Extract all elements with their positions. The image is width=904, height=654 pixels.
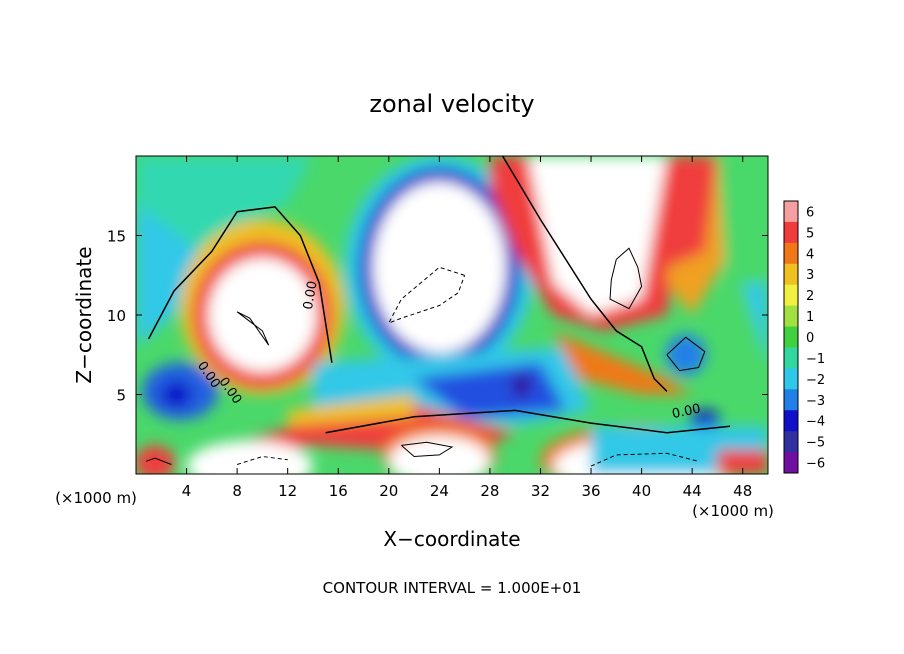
x-tick-label: 44: [683, 482, 702, 500]
field-region: [136, 156, 313, 331]
field-region: [742, 283, 768, 363]
y-axis-label: Z−coordinate: [72, 246, 96, 383]
x-tick-label: 20: [379, 482, 398, 500]
colorbar-swatch: [784, 201, 798, 223]
colorbar-swatch: [784, 221, 798, 244]
field-region: [161, 381, 192, 408]
colorbar-swatch: [784, 284, 798, 307]
chart-title: zonal velocity: [369, 90, 534, 118]
contour-line: [147, 206, 333, 363]
x-units-left: (×1000 m): [55, 489, 137, 507]
field-region: [527, 156, 667, 315]
contour-line: [236, 455, 288, 465]
contour-line: [401, 441, 454, 458]
colorbar-swatch: [784, 326, 798, 348]
contour-line: [609, 247, 643, 310]
colorbar-label: 3: [806, 268, 814, 283]
contour-line: [501, 156, 668, 392]
x-tick-label: 24: [430, 482, 449, 500]
colorbar-swatch: [784, 305, 798, 328]
colorbar-swatch: [784, 263, 798, 286]
contour-line: [387, 266, 466, 324]
contour-line: [236, 311, 270, 346]
colorbar-label: 4: [806, 247, 814, 262]
y-tick-label: 5: [116, 387, 126, 405]
field-region: [666, 156, 718, 268]
field-region: [511, 372, 532, 398]
field-region: [689, 410, 720, 430]
field-region: [136, 203, 200, 347]
colorbar-swatch: [784, 452, 798, 474]
colorbar-label: −4: [806, 415, 825, 430]
colorbar-swatch: [784, 431, 798, 453]
colorbar-frame: [783, 200, 799, 474]
field-region: [208, 257, 317, 373]
contour-line: [590, 452, 699, 467]
x-axis-label: X−coordinate: [383, 527, 520, 551]
colorbar-swatch: [784, 347, 798, 369]
x-tick-label: 40: [632, 482, 651, 500]
x-tick-label: 4: [182, 482, 192, 500]
x-tick-label: 36: [581, 482, 600, 500]
x-tick-label: 32: [531, 482, 550, 500]
colorbar: 6 5 4 3 2 1 0 −1 −2 −3 −4 −5 −6: [783, 200, 825, 474]
x-tick-label: 48: [733, 482, 752, 500]
colorbar-swatch: [784, 389, 798, 411]
colorbar-label: −3: [806, 394, 825, 409]
x-axis: 4 8 12 16 20 24 28 32 36 40 44 48: [182, 156, 752, 500]
field-region: [136, 445, 176, 474]
y-tick-label: 15: [107, 228, 126, 246]
colorbar-label: 6: [806, 205, 814, 220]
colorbar-swatch: [784, 368, 798, 390]
colorbar-label: 0: [806, 331, 814, 346]
contour-label: 0.00: [301, 280, 321, 311]
colorbar-label: 2: [806, 289, 814, 304]
x-tick-label: 28: [480, 482, 499, 500]
colorbar-swatch: [784, 242, 798, 265]
colorbar-label: 1: [806, 310, 814, 325]
contour-line: [325, 409, 731, 434]
colorbar-label: −5: [806, 436, 825, 451]
contour-line: [145, 457, 172, 465]
plot-area: 0.000.000.000.00: [136, 156, 768, 474]
contour-line: [666, 336, 706, 372]
colorbar-swatch: [784, 410, 798, 432]
field-region: [287, 394, 415, 427]
x-tick-label: 16: [329, 482, 348, 500]
y-axis: 5 10 15: [107, 228, 768, 405]
contour-interval-note: CONTOUR INTERVAL = 1.000E+01: [323, 579, 582, 597]
field-region: [372, 181, 507, 354]
colorbar-label: 5: [806, 226, 814, 241]
colorbar-label: −1: [806, 352, 825, 367]
x-tick-label: 12: [278, 482, 297, 500]
field-region: [388, 435, 490, 474]
field-region: [717, 450, 768, 474]
colorbar-label: −6: [806, 457, 825, 472]
velocity-field: [136, 156, 768, 474]
colorbar-label: −2: [806, 373, 825, 388]
field-region: [717, 156, 768, 379]
x-units-right: (×1000 m): [692, 502, 774, 520]
field-region: [186, 440, 313, 474]
field-region: [553, 330, 693, 395]
x-tick-label: 8: [232, 482, 242, 500]
y-tick-label: 10: [107, 307, 126, 325]
contour-label: 0.00: [671, 401, 702, 422]
